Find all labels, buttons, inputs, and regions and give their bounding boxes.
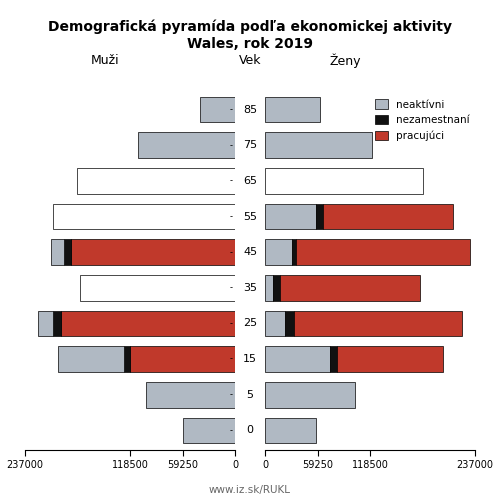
Text: 5: 5 xyxy=(246,390,254,400)
Text: -: - xyxy=(230,140,232,149)
Bar xyxy=(265,275,273,300)
Text: Vek: Vek xyxy=(239,54,261,68)
Text: -: - xyxy=(230,284,232,292)
Bar xyxy=(292,240,296,265)
Bar xyxy=(138,132,235,158)
Text: -: - xyxy=(230,354,232,364)
Bar xyxy=(78,168,235,194)
Bar xyxy=(71,240,235,265)
Bar xyxy=(265,310,285,336)
Text: 35: 35 xyxy=(243,283,257,293)
Bar xyxy=(330,346,337,372)
Text: -: - xyxy=(230,105,232,114)
Text: -: - xyxy=(230,176,232,186)
Bar xyxy=(265,132,372,158)
Bar xyxy=(54,204,235,230)
Text: Muži: Muži xyxy=(90,54,119,68)
Bar xyxy=(130,346,235,372)
Bar xyxy=(273,275,280,300)
Text: -: - xyxy=(230,248,232,256)
Legend: neaktívni, nezamestnaní, pracujúci: neaktívni, nezamestnaní, pracujúci xyxy=(371,95,474,145)
Bar xyxy=(280,275,420,300)
Text: 45: 45 xyxy=(243,247,257,257)
Text: 15: 15 xyxy=(243,354,257,364)
Bar xyxy=(322,204,453,230)
Text: 25: 25 xyxy=(243,318,257,328)
Bar xyxy=(316,204,322,230)
Bar xyxy=(265,240,291,265)
Bar xyxy=(182,418,235,443)
Text: Demografická pyramída podľa ekonomickej aktivity
Wales, rok 2019: Demografická pyramída podľa ekonomickej … xyxy=(48,20,452,50)
Text: 65: 65 xyxy=(243,176,257,186)
Bar xyxy=(294,310,462,336)
Text: 85: 85 xyxy=(243,104,257,115)
Text: 75: 75 xyxy=(243,140,257,150)
Bar xyxy=(296,240,470,265)
Bar xyxy=(38,310,54,336)
Text: www.iz.sk/RUKL: www.iz.sk/RUKL xyxy=(209,485,291,495)
Bar xyxy=(124,346,130,372)
Bar xyxy=(265,346,330,372)
Text: -: - xyxy=(230,390,232,400)
Text: -: - xyxy=(230,212,232,221)
Bar xyxy=(265,382,356,407)
Bar xyxy=(286,310,294,336)
Bar xyxy=(265,418,316,443)
Bar xyxy=(337,346,443,372)
Bar xyxy=(58,346,124,372)
Bar xyxy=(146,382,235,407)
Bar xyxy=(265,168,422,194)
Text: Ženy: Ženy xyxy=(329,53,360,68)
Bar xyxy=(265,204,316,230)
Bar xyxy=(54,310,62,336)
Bar xyxy=(51,240,64,265)
Bar xyxy=(265,97,320,122)
Bar xyxy=(80,275,235,300)
Bar xyxy=(64,240,71,265)
Bar xyxy=(62,310,235,336)
Text: 55: 55 xyxy=(243,212,257,222)
Text: -: - xyxy=(230,426,232,435)
Text: 0: 0 xyxy=(246,426,254,436)
Text: -: - xyxy=(230,319,232,328)
Bar xyxy=(200,97,235,122)
